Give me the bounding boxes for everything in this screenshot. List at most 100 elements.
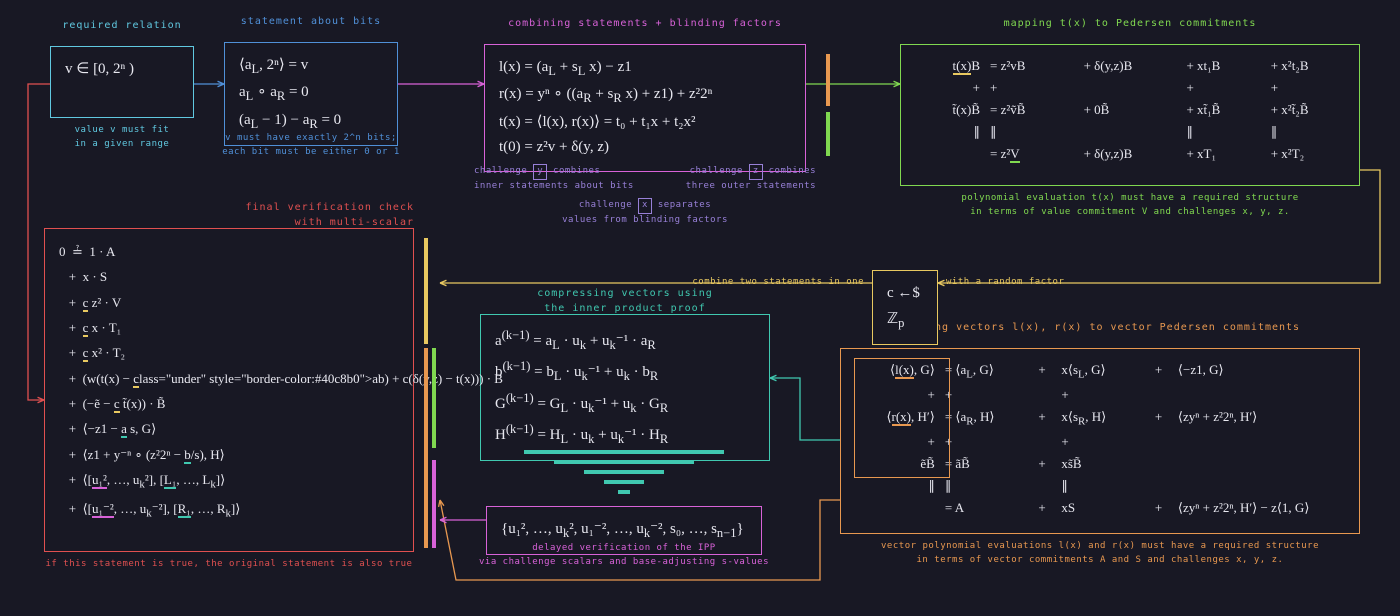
compress-bar bbox=[524, 450, 724, 454]
b5-cell: x⟨sL, G⟩ bbox=[1061, 359, 1145, 384]
b4-cell: = z²vB bbox=[990, 55, 1074, 77]
b4-cell: ∥ bbox=[915, 121, 980, 143]
b3-line: l(x) = (aL + sL x) − z1 bbox=[499, 55, 791, 82]
b5-cell: + bbox=[1061, 431, 1145, 453]
b2-line: ⟨aL, 2ⁿ⟩ = v bbox=[239, 53, 383, 80]
b5-caption: vector polynomial evaluations l(x) and r… bbox=[800, 540, 1400, 567]
b4-cell: ∥ bbox=[990, 121, 1074, 143]
b8-line: + x · S bbox=[59, 264, 399, 289]
side-bar bbox=[424, 348, 428, 548]
b6-line: a(k−1) = aL · uk + uk⁻¹ · aR bbox=[495, 325, 755, 356]
b4-cell: + x²t₂B bbox=[1271, 55, 1345, 77]
b8-line: + ⟨z1 + y⁻ⁿ ∘ (z²2ⁿ − b/s), H⟩ bbox=[59, 442, 399, 467]
b4-cell: + bbox=[915, 77, 980, 99]
b8-line: + (−ẽ − c t̃(x)) · B̃ bbox=[59, 391, 399, 416]
b8-line: + ⟨[u₁², …, uk²], [L₁, …, Lk]⟩ bbox=[59, 467, 399, 496]
b4-title: mapping t(x) to Pedersen commitments bbox=[900, 16, 1360, 31]
b4-cell: = z²ṽB̃ bbox=[990, 99, 1074, 121]
b4-cell: t̃(x)B̃ bbox=[915, 99, 980, 121]
b7-caption: delayed verification of the IPPvia chall… bbox=[446, 542, 802, 569]
compress-bar bbox=[618, 490, 630, 494]
b4-cell: + xT₁ bbox=[1186, 143, 1260, 165]
b8-caption: if this statement is true, the original … bbox=[4, 558, 454, 572]
b5-cell: + bbox=[1038, 406, 1051, 428]
b5-cell: + bbox=[1155, 406, 1168, 428]
b5-cell: = ⟨aL, G⟩ bbox=[945, 359, 1029, 384]
b2-caption: v must have exactly 2^n bits;each bit mu… bbox=[184, 132, 438, 159]
b4-cell: + δ(y,z)B bbox=[1084, 143, 1177, 165]
arrow bbox=[938, 170, 1380, 283]
b4-cell: + 0B̃ bbox=[1084, 99, 1177, 121]
b3-subcaption: challenge z combinesthree outer statemen… bbox=[646, 164, 816, 193]
b5-cell: ⟨zyⁿ + z²2ⁿ, H′⟩ bbox=[1178, 406, 1345, 428]
b5-cell: ⟨−z1, G⟩ bbox=[1178, 359, 1345, 381]
b5-cell: = ⟨aR, H⟩ bbox=[945, 406, 1029, 431]
b4-cell: + xt̃₁B̃ bbox=[1186, 99, 1260, 121]
b3-subcaption: challenge x separatesvalues from blindin… bbox=[524, 198, 766, 227]
compress-bar bbox=[604, 480, 644, 484]
b2-title: statement about bits bbox=[201, 14, 421, 29]
b5-cell: x⟨sR, H⟩ bbox=[1061, 406, 1145, 431]
b2-line: aL ∘ aR = 0 bbox=[239, 80, 383, 107]
side-bar bbox=[432, 348, 436, 448]
b5-cell: + bbox=[945, 384, 1029, 406]
b4-cell: ∥ bbox=[1271, 121, 1345, 143]
b6-line: G(k−1) = GL · uk⁻¹ + uk · GR bbox=[495, 388, 755, 419]
b1-title: required relation bbox=[12, 18, 232, 33]
b6-line: b(k−1) = bL · uk⁻¹ + uk · bR bbox=[495, 356, 755, 387]
b8-line: + c x · T₁ bbox=[59, 315, 399, 340]
b5-cell: ∥ bbox=[945, 475, 1029, 497]
b3-title: combining statements + blinding factors bbox=[484, 16, 806, 31]
b5-cell: + bbox=[1038, 497, 1051, 519]
b5-cell: + bbox=[1038, 359, 1051, 381]
b5-inner-box bbox=[854, 358, 950, 478]
b8-line: 0 ≟ 1 · A bbox=[59, 239, 399, 264]
b6: a(k−1) = aL · uk + uk⁻¹ · aRb(k−1) = bL … bbox=[480, 314, 770, 461]
b4-cell: + bbox=[990, 77, 1074, 99]
b4-cell: + bbox=[1271, 77, 1345, 99]
b8-line: + ⟨−z1 − a s, G⟩ bbox=[59, 416, 399, 441]
b5-cell: ∥ bbox=[855, 475, 935, 497]
b5-cell: + bbox=[1155, 359, 1168, 381]
b1: v ∈ [0, 2ⁿ ) bbox=[50, 46, 194, 118]
b5-cell: = ãB̃ bbox=[945, 453, 1029, 475]
side-bar bbox=[432, 460, 436, 548]
b6-line: H(k−1) = HL · uk + uk⁻¹ · HR bbox=[495, 419, 755, 450]
b8-line: + c z² · V bbox=[59, 290, 399, 315]
b7-line: {u₁², …, uk², u₁⁻², …, uk⁻², s₀, …, sn−1… bbox=[501, 517, 747, 544]
b1-line: v ∈ [0, 2ⁿ ) bbox=[65, 57, 179, 83]
b8-line: + ⟨[u₁⁻², …, uk⁻²], [R₁, …, Rk]⟩ bbox=[59, 496, 399, 525]
b5-cell: = A bbox=[945, 497, 1029, 519]
side-bar bbox=[826, 112, 830, 156]
b9-caption: combine two statements in one bbox=[664, 276, 864, 290]
b3-line: r(x) = yⁿ ∘ ((aR + sR x) + z1) + z²2ⁿ bbox=[499, 82, 791, 109]
b4-cell: t(x)B bbox=[915, 55, 980, 77]
b4-cell: ∥ bbox=[1186, 121, 1260, 143]
b4-caption: polynomial evaluation t(x) must have a r… bbox=[860, 192, 1400, 219]
b4-cell: + x²T₂ bbox=[1271, 143, 1345, 165]
b3-line: t(x) = ⟨l(x), r(x)⟩ = t₀ + t₁x + t₂x² bbox=[499, 110, 791, 136]
compress-bar bbox=[584, 470, 664, 474]
b3: l(x) = (aL + sL x) − z1r(x) = yⁿ ∘ ((aR … bbox=[484, 44, 806, 172]
b8-line: + (w(t(x) − class="under" style="border-… bbox=[59, 366, 399, 391]
b4-cell: + xt₁B bbox=[1186, 55, 1260, 77]
b4: t(x)B= z²vB+ δ(y,z)B+ xt₁B+ x²t₂B++++t̃(… bbox=[900, 44, 1360, 186]
b5-cell: + bbox=[1061, 384, 1145, 406]
b9-caption: with a random factor bbox=[946, 276, 1146, 290]
b5-cell: + bbox=[1038, 453, 1051, 475]
b2-line: (aL − 1) − aR = 0 bbox=[239, 108, 383, 135]
arrow bbox=[770, 378, 840, 440]
b6-title: compressing vectors usingthe inner produ… bbox=[480, 286, 770, 316]
b4-cell: + δ(y,z)B bbox=[1084, 55, 1177, 77]
side-bar bbox=[424, 238, 428, 344]
b3-subcaption: challenge y combinesinner statements abo… bbox=[474, 164, 654, 193]
b5-cell: xS bbox=[1061, 497, 1145, 519]
side-bar bbox=[826, 54, 830, 106]
b5-cell: + bbox=[1155, 497, 1168, 519]
b5-cell: ∥ bbox=[1061, 475, 1145, 497]
b4-cell: + x²t̃₂B̃ bbox=[1271, 99, 1345, 121]
b5-cell: + bbox=[945, 431, 1029, 453]
b5-cell: ⟨zyⁿ + z²2ⁿ, H′⟩ − z⟨1, G⟩ bbox=[1178, 497, 1345, 519]
b8-line: + c x² · T₂ bbox=[59, 340, 399, 365]
b4-cell: + bbox=[1186, 77, 1260, 99]
